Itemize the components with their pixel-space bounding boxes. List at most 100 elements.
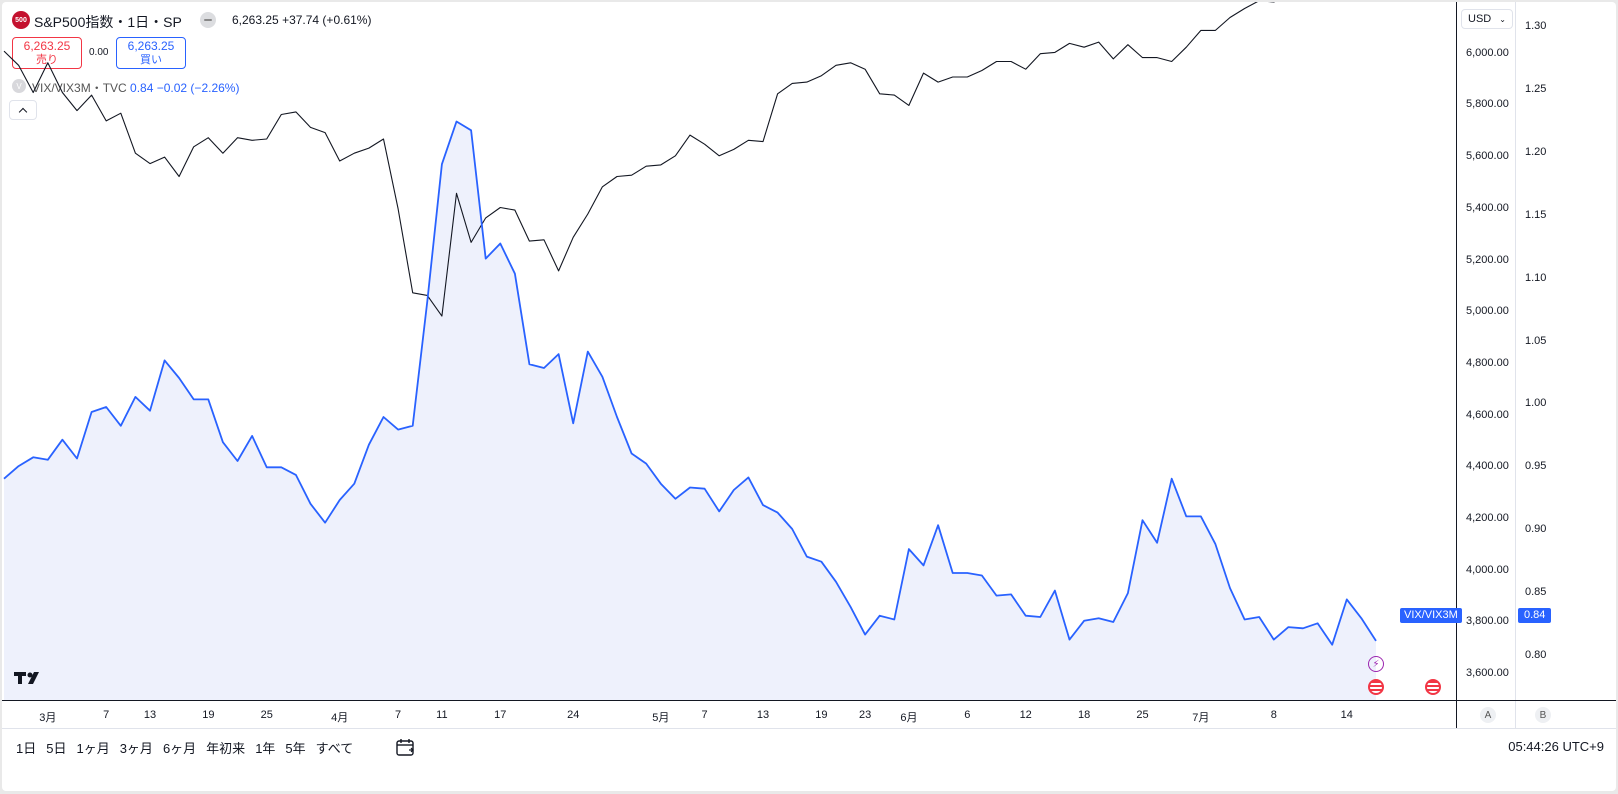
range-button[interactable]: 6ヶ月	[162, 741, 197, 756]
time-axis-tick-label: 7	[103, 709, 110, 721]
us-flag-event-icon[interactable]	[1368, 679, 1384, 695]
left-axis-tick-label: 5,600.00	[1466, 150, 1509, 163]
left-axis-tick-label: 5,800.00	[1466, 98, 1509, 111]
buy-button[interactable]: 6,263.25 買い	[116, 37, 186, 69]
right-axis-tick-label: 1.25	[1525, 83, 1547, 96]
time-axis-tick-label: 13	[756, 709, 770, 721]
left-axis-tick-label: 4,000.00	[1466, 563, 1509, 576]
left-price-axis[interactable]: 6,000.00 5,800.00 5,600.00 5,400.00 5,200.00…	[1456, 2, 1516, 700]
time-axis-tick-label: 24	[567, 709, 580, 721]
time-axis-tick-label: 6	[964, 709, 971, 721]
time-axis-tick-label: 23	[859, 709, 872, 721]
left-axis-tick-label: 5,200.00	[1466, 253, 1509, 266]
visibility-toggle-icon[interactable]	[200, 12, 216, 28]
time-axis-tick-label: 25	[1136, 709, 1149, 721]
range-button[interactable]: すべて	[315, 741, 354, 756]
sell-button[interactable]: 6,263.25 売り	[12, 37, 82, 69]
time-axis-tick-label: 18	[1077, 709, 1091, 721]
left-axis-tick-label: 4,800.00	[1466, 356, 1509, 369]
time-axis-tick-label: 19	[815, 709, 828, 721]
range-button[interactable]: 1日	[16, 741, 37, 756]
currency-value: USD	[1468, 13, 1492, 25]
right-axis-tick-label: 0.90	[1525, 523, 1547, 536]
right-axis-tick-label: 0.95	[1525, 460, 1547, 473]
sell-label: 売り	[36, 54, 58, 66]
buy-label: 買い	[140, 54, 162, 66]
time-axis-tick-label: 8	[1270, 709, 1277, 721]
left-axis-tick-label: 5,000.00	[1466, 305, 1509, 318]
time-axis-tick-label: 12	[1019, 709, 1032, 721]
right-axis-tick-label: 1.10	[1525, 271, 1547, 284]
tradingview-logo-icon[interactable]	[14, 670, 46, 691]
collapse-legend-button[interactable]	[9, 100, 37, 120]
range-button[interactable]: 1年	[255, 741, 276, 756]
vix-badge-icon: V	[12, 79, 26, 93]
right-axis-tick-label: 1.00	[1525, 397, 1547, 410]
time-axis-tick-label: 4月	[331, 712, 349, 724]
scale-b-button[interactable]: B	[1535, 707, 1551, 723]
us-flag-event-icon[interactable]	[1425, 679, 1441, 695]
last-price: 6,263.25	[232, 13, 279, 27]
time-axis[interactable]: 3月 7 13 19 25 4月 7 11 17 24 5月 7 13 19 23 6月 6 12 18 25 7月 8 1…	[2, 701, 1456, 728]
price-chart[interactable]	[2, 2, 1456, 700]
range-button[interactable]: 3ヶ月	[119, 741, 153, 756]
sp500-badge-icon: 500	[12, 11, 30, 29]
vix-series-tag: VIX/VIX3M	[1400, 608, 1462, 623]
scale-auto-button[interactable]: A	[1480, 707, 1496, 723]
left-axis-tick-label: 3,800.00	[1466, 615, 1509, 628]
range-button[interactable]: 年初来	[206, 741, 246, 756]
sub-series-values: 0.84 −0.02 (−2.26%)	[130, 81, 240, 95]
currency-select[interactable]: USD ⌄	[1461, 9, 1513, 29]
sp500-series-line[interactable]	[3, 2, 1376, 317]
left-axis-tick-label: 6,000.00	[1466, 46, 1509, 59]
time-axis-tick-label: 19	[202, 709, 215, 721]
right-axis-tick-label: 0.80	[1525, 648, 1547, 661]
vix-last-value-tag: 0.84	[1518, 608, 1552, 623]
time-axis-tick-label: 3月	[39, 712, 57, 724]
right-axis-tick-label: 1.30	[1525, 20, 1547, 33]
right-price-axis[interactable]: 1.30 1.25 1.20 1.15 1.10 1.05 1.00 0.95 0.90 0.85…	[1516, 2, 1616, 700]
time-axis-tick-label: 17	[494, 709, 507, 721]
left-axis-tick-label: 4,200.00	[1466, 512, 1509, 525]
price-change: +37.74 (+0.61%)	[282, 13, 372, 27]
time-axis-tick-label: 25	[260, 709, 273, 721]
time-axis-tick-label: 7	[395, 709, 402, 721]
toolbar-divider	[2, 728, 1616, 729]
spread-value: 0.00	[89, 47, 109, 58]
time-axis-divider	[2, 700, 1616, 701]
right-axis-tick-label: 1.20	[1525, 145, 1547, 158]
ohlc-readout: 6,263.25 +37.74 (+0.61%)	[232, 13, 371, 27]
left-axis-tick-label: 5,400.00	[1466, 201, 1509, 214]
sub-series-symbol: VIX/VIX3M・TVC	[32, 81, 127, 95]
sub-series-legend[interactable]: VIX/VIX3M・TVC 0.84 −0.02 (−2.26%)	[32, 79, 239, 96]
time-axis-tick-label: 7	[701, 709, 708, 721]
right-axis-tick-label: 0.85	[1525, 586, 1547, 599]
right-axis-tick-label: 1.05	[1525, 334, 1547, 347]
lightning-icon[interactable]: ⚡	[1368, 656, 1384, 672]
vix-ratio-series-line[interactable]	[3, 120, 1377, 646]
price-axis-separator	[1515, 2, 1516, 728]
chevron-down-icon: ⌄	[1499, 14, 1506, 24]
time-axis-tick-label: 5月	[652, 712, 670, 724]
vix-area-fill	[4, 121, 1376, 700]
symbol-title[interactable]: S&P500指数・1日・SP	[34, 14, 182, 30]
right-axis-tick-label: 1.15	[1525, 208, 1547, 221]
left-axis-tick-label: 4,400.00	[1466, 460, 1509, 473]
time-axis-tick-label: 6月	[900, 712, 918, 724]
time-axis-tick-label: 11	[436, 709, 448, 721]
sell-price: 6,263.25	[23, 39, 71, 53]
range-button[interactable]: 5日	[46, 741, 67, 756]
clock-timezone[interactable]: 05:44:26 UTC+9	[1508, 739, 1604, 754]
left-axis-tick-label: 4,600.00	[1466, 408, 1509, 421]
buy-price: 6,263.25	[127, 39, 175, 53]
time-axis-tick-label: 14	[1340, 709, 1353, 721]
left-axis-tick-label: 3,600.00	[1466, 667, 1509, 680]
range-selector: 1日 5日 1ヶ月 3ヶ月 6ヶ月 年初来 1年 5年 すべて	[16, 738, 363, 757]
calendar-range-icon[interactable]	[395, 737, 417, 757]
time-axis-tick-label: 7月	[1192, 712, 1210, 724]
price-axis-divider	[1456, 2, 1457, 728]
time-axis-tick-label: 13	[143, 709, 157, 721]
range-button[interactable]: 5年	[285, 741, 306, 756]
range-button[interactable]: 1ヶ月	[76, 741, 110, 756]
